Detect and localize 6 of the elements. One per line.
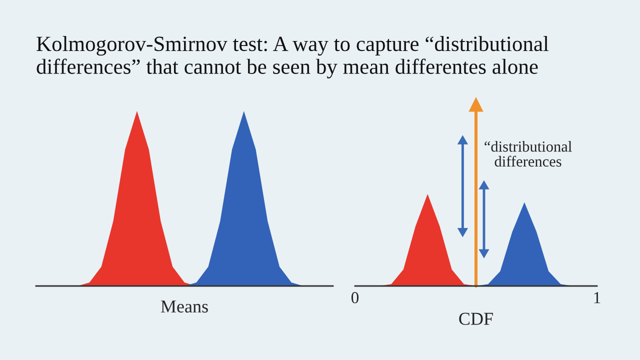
x-axis-title: CDF [459, 312, 493, 325]
x-tick-label: 0 [351, 292, 359, 304]
chart-title: Kolmogorov-Smirnov test: A way to capture “distributional differences” that cannot be seen by mean differentes alone [36, 36, 549, 78]
text: “distributional differences [484, 140, 572, 167]
x-axis-title: Means [160, 300, 208, 313]
x-tick-label: 1 [594, 292, 600, 304]
